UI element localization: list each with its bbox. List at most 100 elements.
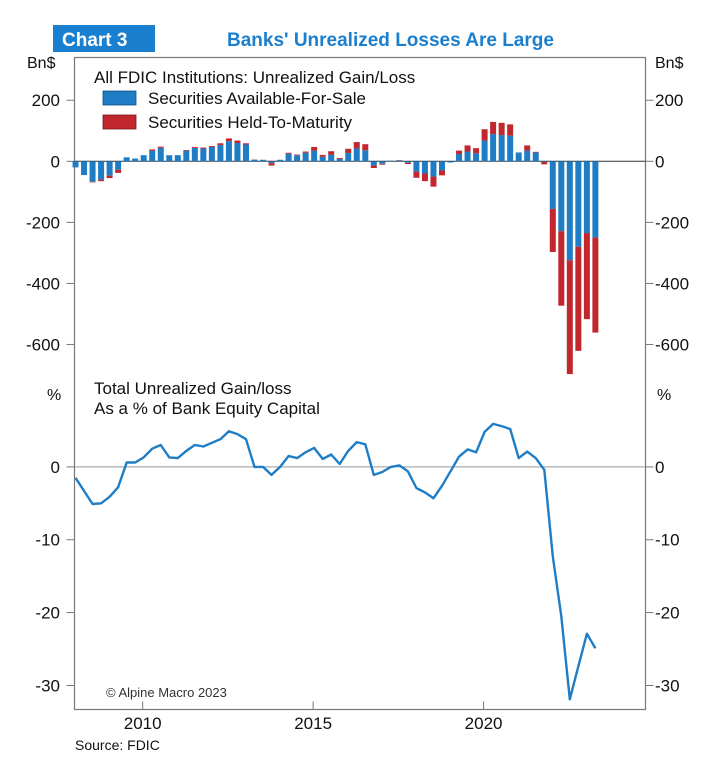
bar-afs [243, 145, 249, 162]
bar-afs [575, 161, 581, 246]
bar-afs [345, 153, 351, 161]
bar-htm [354, 142, 360, 148]
bar-htm [575, 247, 581, 351]
bar-afs [584, 161, 590, 233]
line-series-unrealized-pct [76, 424, 596, 699]
bar-afs [558, 161, 564, 231]
bottom-ytick-label-left: -30 [35, 676, 60, 695]
chart-title: Banks' Unrealized Losses Are Large [227, 30, 554, 51]
bar-htm [107, 176, 113, 178]
x-tick-label: 2010 [124, 714, 162, 733]
bar-afs [362, 150, 368, 161]
bar-afs [286, 154, 292, 162]
bar-htm [465, 145, 471, 151]
bar-afs [303, 153, 309, 162]
bar-afs [379, 161, 385, 163]
top-ytick-label-left: 200 [32, 91, 60, 110]
bar-htm [149, 149, 155, 150]
bar-afs [175, 155, 181, 161]
bottom-ytick-label-left: 0 [51, 458, 60, 477]
bottom-panel-title: Total Unrealized Gain/loss [94, 379, 291, 398]
bar-htm [541, 162, 547, 164]
bar-htm [430, 177, 436, 187]
bar-htm [482, 129, 488, 140]
bar-htm [98, 180, 104, 182]
bar-afs [260, 160, 266, 162]
top-ytick-label-right: 200 [655, 91, 683, 110]
bar-htm [490, 122, 496, 134]
bottom-ytick-label-right: 0 [655, 458, 664, 477]
bar-htm [499, 123, 505, 135]
bar-afs [277, 160, 283, 162]
bar-afs [473, 153, 479, 161]
bar-htm [311, 147, 317, 151]
bar-afs [311, 151, 317, 162]
bottom-ytick-label-right: -20 [655, 604, 680, 623]
bar-afs [149, 151, 155, 162]
bar-htm [371, 166, 377, 168]
x-tick-label: 2015 [294, 714, 332, 733]
bar-htm [592, 238, 598, 333]
bar-htm [558, 231, 564, 305]
bar-htm [183, 150, 189, 151]
bar-afs [516, 152, 522, 161]
top-ytick-label-left: -200 [26, 213, 60, 232]
bar-afs [405, 161, 411, 163]
bottom-ylabel-right: % [657, 387, 671, 404]
bar-htm [439, 170, 445, 175]
bar-afs [456, 154, 462, 161]
bar-htm [584, 233, 590, 319]
bottom-panel-subtitle: As a % of Bank Equity Capital [94, 399, 320, 418]
bottom-ytick-label-left: -10 [35, 531, 60, 550]
bar-afs [141, 155, 147, 161]
bar-afs [592, 161, 598, 237]
bar-htm [456, 151, 462, 154]
top-ytick-label-right: 0 [655, 152, 664, 171]
bar-afs [209, 147, 215, 161]
bar-afs [251, 160, 257, 162]
bar-afs [337, 159, 343, 161]
bar-htm [286, 153, 292, 154]
bar-htm [303, 152, 309, 153]
bar-htm [422, 174, 428, 182]
bar-afs [107, 161, 113, 175]
bar-htm [192, 147, 198, 148]
bar-afs [183, 151, 189, 162]
bar-afs [541, 161, 547, 162]
bar-htm [209, 146, 215, 147]
bar-htm [217, 143, 223, 145]
bar-afs [269, 161, 275, 163]
bar-afs [550, 161, 556, 209]
bar-afs [192, 148, 198, 161]
bottom-ytick-label-right: -10 [655, 531, 680, 550]
legend-swatch-afs [103, 91, 136, 105]
bar-htm [550, 209, 556, 252]
bottom-ylabel-left: % [47, 387, 61, 404]
top-ytick-label-right: -600 [655, 335, 689, 354]
top-ylabel-left: Bn$ [27, 55, 56, 72]
legend-swatch-htm [103, 115, 136, 129]
bar-afs [226, 141, 232, 161]
copyright: © Alpine Macro 2023 [106, 685, 227, 700]
bar-afs [448, 161, 454, 162]
legend-label-htm: Securities Held-To-Maturity [148, 113, 353, 132]
bar-afs [533, 152, 539, 161]
bar-afs [371, 161, 377, 165]
bar-afs [81, 161, 87, 175]
bar-afs [234, 143, 240, 161]
bar-htm [379, 164, 385, 165]
top-ytick-label-left: -400 [26, 274, 60, 293]
bar-afs [132, 159, 138, 162]
bar-htm [226, 138, 232, 141]
chart-number: Chart 3 [62, 30, 127, 51]
bar-afs [90, 161, 96, 181]
bar-afs [396, 160, 402, 161]
bar-afs [388, 161, 394, 162]
bar-afs [465, 152, 471, 162]
bar-htm [115, 170, 121, 173]
bar-afs [166, 155, 172, 161]
bar-htm [405, 163, 411, 164]
bar-htm [337, 158, 343, 159]
bar-afs [158, 148, 164, 161]
